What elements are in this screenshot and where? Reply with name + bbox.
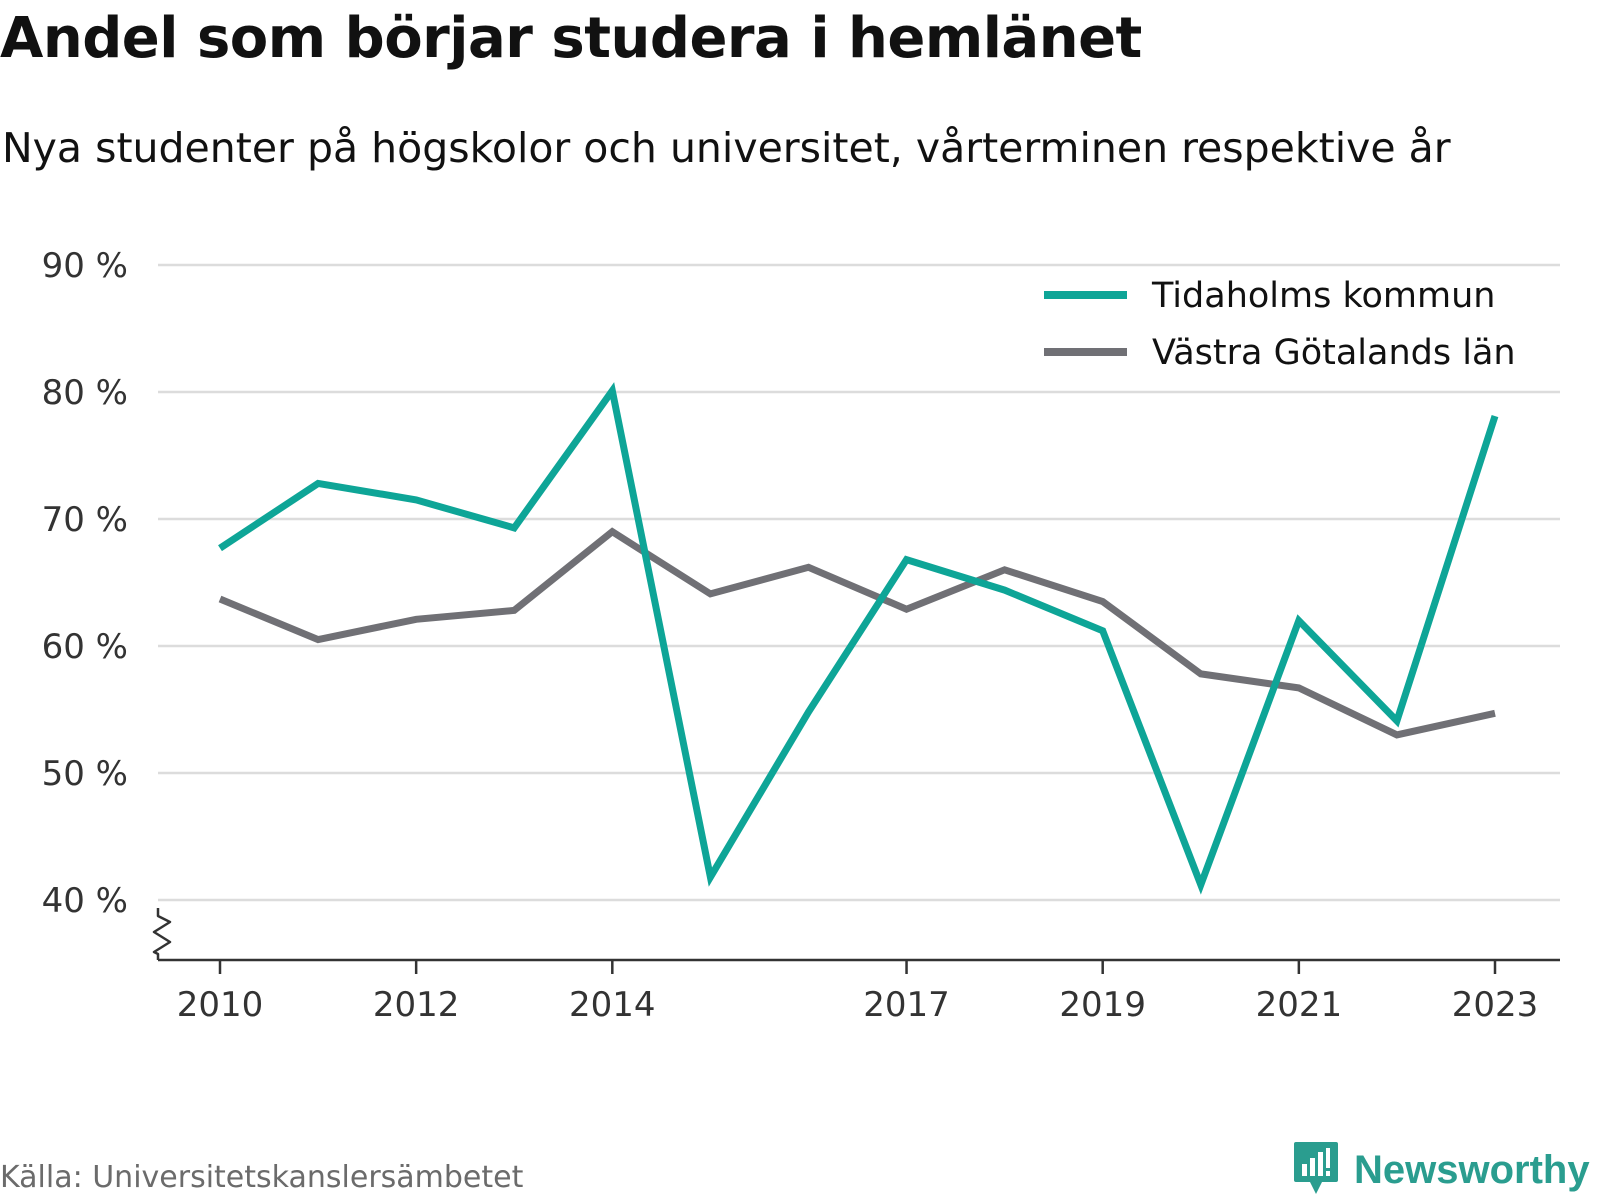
brand-name: Newsworthy [1354,1147,1590,1192]
x-tick-label: 2023 [1452,985,1539,1025]
x-tick-label: 2021 [1256,985,1343,1025]
x-tick-label: 2010 [177,985,264,1025]
x-tick-label: 2017 [863,985,950,1025]
legend: Tidaholms kommun Västra Götalands län [1030,268,1535,390]
legend-label: Tidaholms kommun [1151,276,1495,316]
line-chart: 40 %50 %60 %70 %80 %90 % 2010 2012 2014 201… [42,246,1560,1025]
y-tick-label: 80 % [42,373,128,413]
chart-subtitle: Nya studenter på högskolor och universit… [2,124,1451,172]
legend-label: Västra Götalands län [1152,333,1516,373]
legend-box [1030,268,1535,390]
series-line-1 [218,527,1496,739]
newsworthy-logo-icon [1294,1142,1338,1194]
y-tick-label: 40 % [42,881,128,921]
x-axis [152,908,1560,962]
y-tick-label: 70 % [42,500,128,540]
y-tick-label: 60 % [42,627,128,667]
series-lines [218,382,1499,895]
y-tick-label: 90 % [42,246,128,286]
y-axis-ticks: 40 % 50 % 60 % 70 % 80 % 90 % [42,246,128,921]
x-tick-label: 2012 [373,985,460,1025]
x-tick-label: 2014 [569,985,656,1025]
x-axis-ticks: 2010 2012 2014 2017 2019 2021 2023 [177,960,1539,1025]
source-note: Källa: Universitetskanslersämbetet [0,1160,524,1195]
axis-break-icon [152,908,172,960]
y-tick-label: 50 % [42,754,128,794]
x-tick-label: 2019 [1059,985,1146,1025]
chart-title: Andel som börjar studera i hemlänet [0,6,1142,71]
series-line-0 [218,382,1499,895]
brand-logo: Newsworthy [1292,1140,1590,1200]
